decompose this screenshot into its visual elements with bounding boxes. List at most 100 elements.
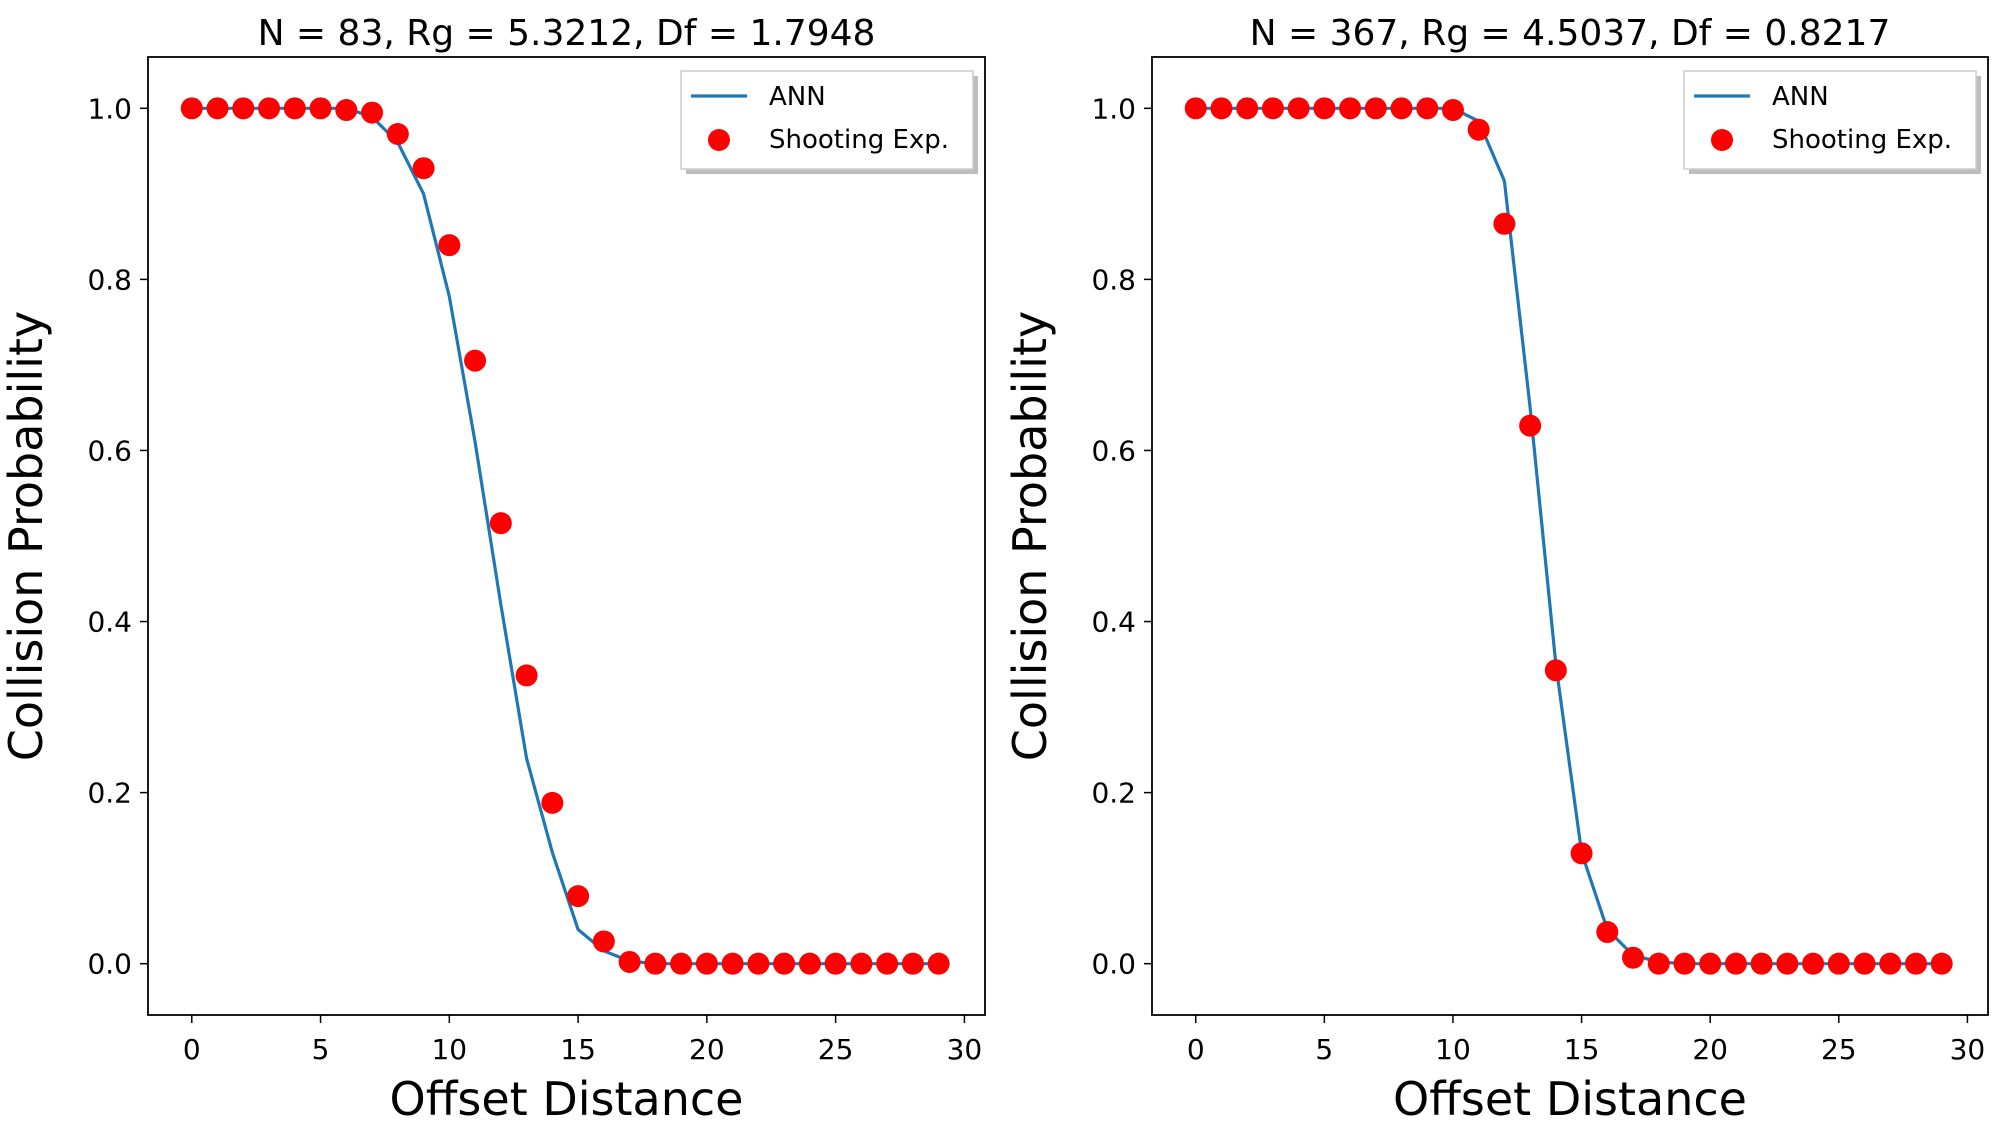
scatter-point xyxy=(180,97,203,120)
scatter-point xyxy=(541,791,564,814)
scatter-point xyxy=(1339,97,1362,120)
x-tick-label: 25 xyxy=(1821,1033,1857,1066)
scatter-point xyxy=(464,349,487,372)
x-tick-label: 5 xyxy=(1315,1033,1333,1066)
legend-label-ann: ANN xyxy=(1772,82,1829,112)
scatter-point xyxy=(773,952,796,975)
scatter-point xyxy=(1467,118,1490,141)
x-tick-label: 0 xyxy=(183,1033,201,1066)
y-tick-label: 0.4 xyxy=(1091,606,1136,639)
y-tick-label: 0.4 xyxy=(87,606,132,639)
scatter-point xyxy=(1622,946,1645,969)
scatter-point xyxy=(1673,952,1696,975)
scatter-point xyxy=(232,97,255,120)
y-tick-label: 0.6 xyxy=(87,434,132,467)
y-axis-label: Collision Probability xyxy=(0,311,53,761)
scatter-point xyxy=(1236,97,1259,120)
legend-label-shooting: Shooting Exp. xyxy=(769,125,949,155)
scatter-point xyxy=(1493,212,1516,235)
x-tick-label: 10 xyxy=(431,1033,467,1066)
y-tick-label: 0.0 xyxy=(87,948,132,981)
scatter-point xyxy=(1416,97,1439,120)
scatter-point xyxy=(901,952,924,975)
scatter-point xyxy=(1699,952,1722,975)
legend-label-shooting: Shooting Exp. xyxy=(1772,125,1952,155)
scatter-point xyxy=(1724,952,1747,975)
scatter-point xyxy=(1827,952,1850,975)
scatter-point xyxy=(1570,842,1593,865)
scatter-point xyxy=(670,952,693,975)
ann-series-line xyxy=(1195,106,1942,966)
legend: ANN Shooting Exp. xyxy=(680,70,978,174)
x-axis-label: Offset Distance xyxy=(1393,1072,1747,1126)
scatter-point xyxy=(361,101,384,124)
legend-label-ann: ANN xyxy=(769,82,826,112)
scatter-point xyxy=(1261,97,1284,120)
chart-panel-1: N = 83, Rg = 5.3212, Df = 1.7948 0 5 10 15 20… xyxy=(0,13,986,1126)
scatter-point xyxy=(1802,952,1825,975)
scatter-point xyxy=(1596,921,1619,944)
legend-box xyxy=(680,70,974,170)
scatter-point xyxy=(592,930,615,953)
scatter-point xyxy=(1647,952,1670,975)
scatter-point xyxy=(438,234,461,257)
x-tick-label: 20 xyxy=(689,1033,725,1066)
scatter-point xyxy=(309,97,332,120)
x-tick-label: 30 xyxy=(947,1033,983,1066)
scatter-point xyxy=(876,952,899,975)
scatter-point xyxy=(1287,97,1310,120)
y-tick-label: 0.0 xyxy=(1091,948,1136,981)
chart-title: N = 367, Rg = 4.5037, Df = 0.8217 xyxy=(1250,13,1891,54)
scatter-point xyxy=(1750,952,1773,975)
scatter-point xyxy=(1879,952,1902,975)
y-tick-label: 0.8 xyxy=(87,263,132,296)
y-tick-label: 1.0 xyxy=(87,92,132,125)
scatter-point xyxy=(1441,99,1464,122)
y-tick-label: 0.2 xyxy=(1091,777,1136,810)
y-axis-label: Collision Probability xyxy=(1003,311,1057,761)
legend-box xyxy=(1683,70,1977,170)
x-tick-label: 15 xyxy=(1564,1033,1600,1066)
x-tick-label: 20 xyxy=(1692,1033,1728,1066)
scatter-point xyxy=(515,664,538,687)
legend: ANN Shooting Exp. xyxy=(1683,70,1981,174)
scatter-point xyxy=(386,122,409,145)
scatter-point xyxy=(798,952,821,975)
scatter-point xyxy=(850,952,873,975)
y-tick-label: 1.0 xyxy=(1091,92,1136,125)
scatter-point xyxy=(1313,97,1336,120)
scatter-point xyxy=(1544,659,1567,682)
scatter-point xyxy=(335,99,358,122)
plot-frame xyxy=(1151,56,1989,1016)
scatter-point xyxy=(567,885,590,908)
x-axis-label: Offset Distance xyxy=(390,1072,744,1126)
x-tick-label: 15 xyxy=(560,1033,596,1066)
scatter-point xyxy=(927,952,950,975)
scatter-point xyxy=(695,952,718,975)
x-tick-label: 5 xyxy=(312,1033,330,1066)
scatter-point xyxy=(1904,952,1927,975)
y-tick-label: 0.8 xyxy=(1091,263,1136,296)
scatter-point xyxy=(412,157,435,180)
scatter-point xyxy=(1184,97,1207,120)
scatter-point xyxy=(644,952,667,975)
x-tick-label: 0 xyxy=(1187,1033,1205,1066)
scatter-point xyxy=(1519,414,1542,437)
scatter-point xyxy=(489,512,512,535)
scatter-point xyxy=(618,950,641,973)
x-tick-label: 10 xyxy=(1435,1033,1471,1066)
x-tick-label: 30 xyxy=(1950,1033,1986,1066)
y-tick-label: 0.2 xyxy=(87,777,132,810)
scatter-point xyxy=(721,952,744,975)
chart-panel-2: N = 367, Rg = 4.5037, Df = 0.8217 0 5 10 15 2… xyxy=(1003,13,1989,1126)
scatter-point xyxy=(1930,952,1953,975)
scatter-point xyxy=(206,97,229,120)
scatter-point xyxy=(283,97,306,120)
scatter-point xyxy=(1364,97,1387,120)
scatter-point xyxy=(1390,97,1413,120)
scatter-point xyxy=(1853,952,1876,975)
x-tick-label: 25 xyxy=(818,1033,854,1066)
plot-frame xyxy=(147,56,986,1016)
scatter-point xyxy=(258,97,281,120)
